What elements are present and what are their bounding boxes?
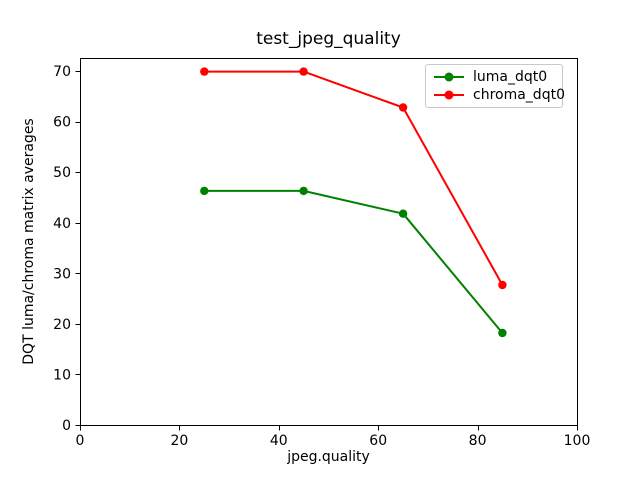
y-tick-label: 20 — [53, 317, 71, 333]
y-tick-label: 70 — [53, 64, 71, 80]
y-tick-label: 30 — [53, 266, 71, 282]
series-layer — [200, 67, 507, 338]
x-tick-label: 80 — [469, 433, 487, 449]
x-tick-label: 100 — [564, 433, 591, 449]
series-chroma_dqt0-line — [203, 70, 504, 286]
series-chroma_dqt0-marker — [200, 67, 209, 76]
chart-title: test_jpeg_quality — [256, 29, 401, 49]
x-tick-label: 20 — [170, 433, 188, 449]
plot-spines — [80, 58, 578, 426]
y-axis-label: DQT luma/chroma matrix averages — [21, 118, 37, 364]
x-tick-label: 60 — [369, 433, 387, 449]
series-chroma_dqt0-marker — [299, 67, 308, 76]
y-tick-label: 0 — [62, 418, 71, 434]
legend-item-luma_dqt0: luma_dqt0 — [434, 69, 554, 85]
y-tick-label: 10 — [53, 367, 71, 383]
legend-item-chroma_dqt0: chroma_dqt0 — [434, 87, 565, 103]
y-tick-label: 40 — [53, 216, 71, 232]
legend-dot-icon — [444, 90, 454, 100]
series-chroma_dqt0-marker — [398, 103, 408, 112]
legend-marker-icon — [434, 90, 464, 100]
axes-layer: 0 20 40 60 80 100 0 10 20 30 40 50 60 70 — [53, 58, 591, 449]
x-axis-label: jpeg.quality — [286, 449, 370, 465]
legend: luma_dqt0 chroma_dqt0 — [425, 64, 565, 108]
legend-label: luma_dqt0 — [473, 68, 548, 85]
legend-label: chroma_dqt0 — [473, 86, 565, 103]
series-luma_dqt0-marker — [200, 186, 209, 196]
series-chroma_dqt0-marker — [498, 280, 507, 290]
series-luma_dqt0-marker — [498, 328, 507, 338]
y-tick-label: 50 — [53, 165, 71, 181]
series-luma_dqt0-marker — [398, 209, 408, 218]
y-tick-label: 60 — [53, 115, 71, 131]
x-tick-label: 40 — [270, 433, 288, 449]
legend-marker-icon — [434, 72, 464, 82]
series-luma_dqt0-line — [203, 189, 504, 334]
x-tick-label: 0 — [76, 433, 85, 449]
series-luma_dqt0-marker — [299, 186, 308, 196]
legend-dot-icon — [444, 72, 454, 82]
